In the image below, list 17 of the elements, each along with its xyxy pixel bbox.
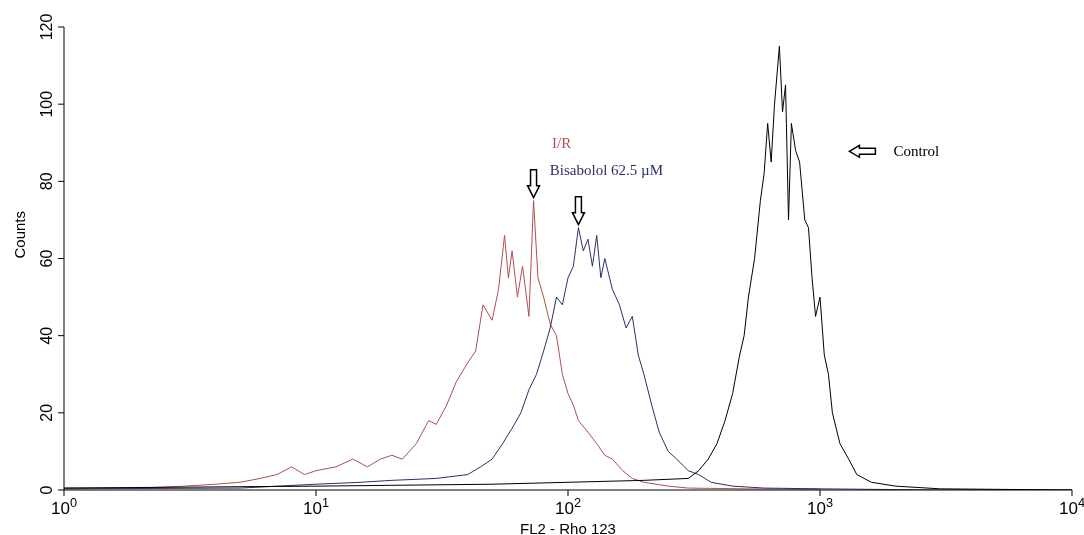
y-axis-title: Counts [11,210,29,259]
legend-label: Control [893,143,940,160]
y-tick-label: 0 [38,485,55,495]
x-tick-label: 10$^{1}$ [302,494,330,518]
x-tick-label: 10$^{3}$ [806,494,834,518]
y-tick-label: 80 [38,172,55,191]
y-tick-label: 40 [38,326,55,345]
x-axis-title: FL2 - Rho 123 [520,520,616,535]
y-tick-label: 100 [38,90,55,118]
y-tick-label: 20 [38,403,55,422]
x-tick-label: 10$^{2}$ [554,494,582,518]
y-tick-label: 60 [38,249,55,268]
text: Bisabolol 62.5 µM [549,161,664,178]
x-tick-label: 10$^{4}$ [1058,494,1084,518]
text: I/R [551,134,572,151]
y-tick-label: 120 [38,13,55,41]
x-tick-label: 10$^{0}$ [50,494,78,518]
